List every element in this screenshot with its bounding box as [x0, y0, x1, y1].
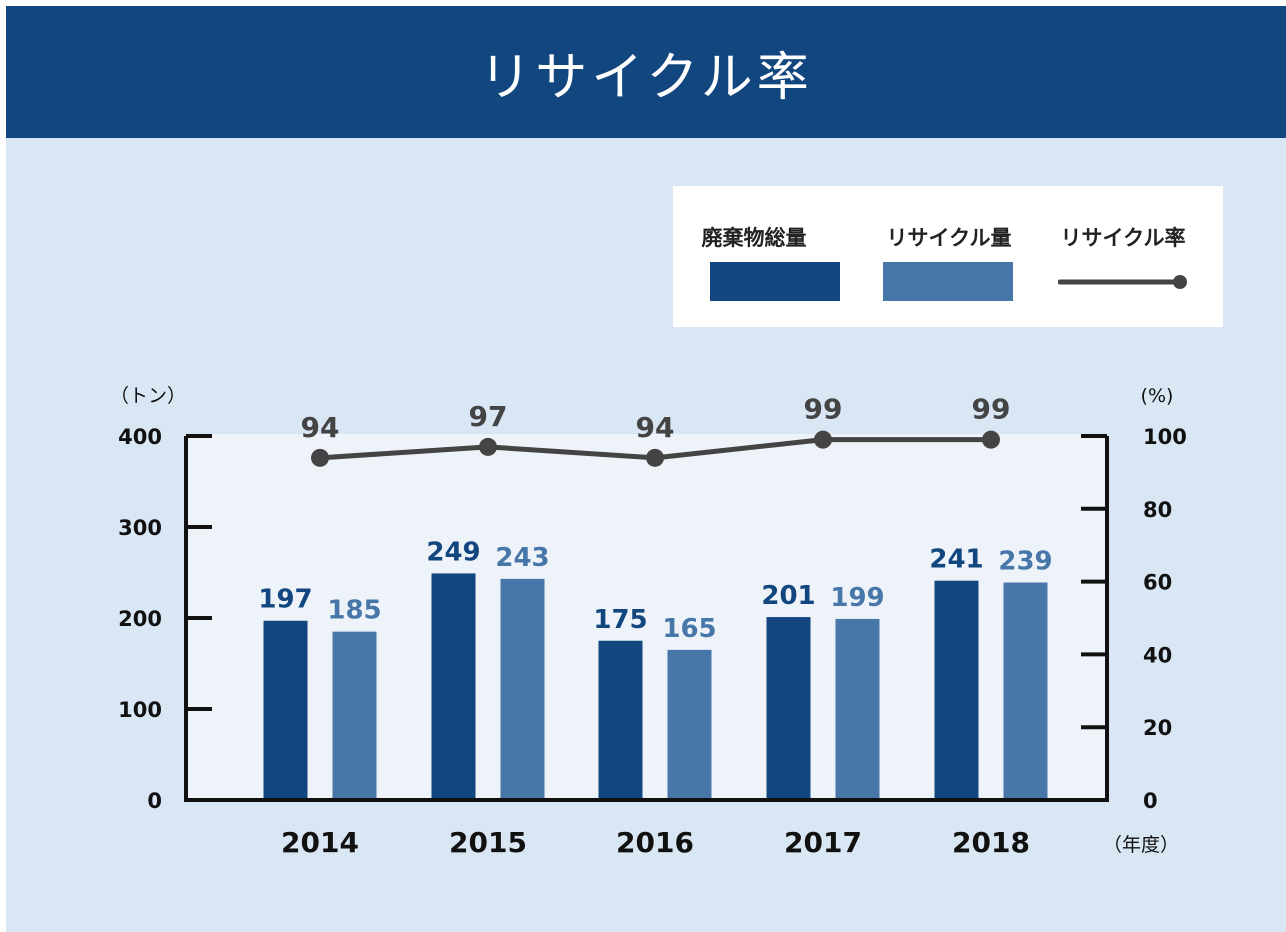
x-axis-tick-label: 2016: [616, 826, 694, 859]
data-label-recycle-amount: 199: [830, 583, 884, 613]
data-label-recycle-rate: 94: [301, 411, 340, 444]
point-recycle-rate: [814, 430, 832, 449]
point-recycle-rate: [311, 448, 329, 467]
left-axis-tick-label: 0: [147, 789, 162, 813]
x-axis-tick-label: 2015: [449, 826, 527, 859]
right-axis-tick-label: 80: [1143, 498, 1172, 522]
data-label-recycle-amount: 185: [327, 596, 381, 626]
right-axis-tick-label: 0: [1143, 789, 1158, 813]
bar-total-waste: [598, 640, 643, 800]
bar-recycle-amount: [835, 618, 880, 800]
point-recycle-rate: [646, 448, 664, 467]
x-axis-tick-label: 2014: [281, 826, 359, 859]
legend-label-recycle-rate: リサイクル率: [1060, 226, 1186, 250]
data-label-total-waste: 241: [929, 545, 983, 575]
left-axis-tick-label: 100: [118, 698, 162, 722]
right-axis-tick-label: 100: [1143, 425, 1187, 449]
x-axis-tick-label: 2018: [952, 826, 1030, 859]
data-label-recycle-rate: 99: [804, 393, 843, 426]
bar-recycle-amount: [1003, 582, 1048, 800]
data-label-recycle-rate: 97: [469, 400, 508, 433]
data-label-recycle-amount: 243: [495, 543, 549, 573]
right-axis-tick-label: 60: [1143, 571, 1172, 595]
x-axis-tick-label: 2017: [784, 826, 862, 859]
bar-total-waste: [431, 573, 476, 800]
left-axis-tick-label: 200: [118, 607, 162, 631]
data-label-total-waste: 197: [258, 585, 312, 615]
chart-legend: 廃棄物総量 リサイクル量 リサイクル率: [673, 186, 1223, 327]
point-recycle-rate: [479, 437, 497, 456]
right-axis-tick-label: 20: [1143, 716, 1172, 740]
left-axis-tick-label: 300: [118, 516, 162, 540]
legend-label-total-waste: 廃棄物総量: [701, 226, 807, 250]
legend-label-recycle-amount: リサイクル量: [886, 226, 1012, 250]
data-label-total-waste: 201: [761, 581, 815, 611]
data-label-total-waste: 249: [426, 537, 480, 567]
page-title: リサイクル率: [479, 47, 813, 108]
point-recycle-rate: [982, 430, 1000, 449]
data-label-recycle-rate: 99: [972, 393, 1011, 426]
legend-swatch-total-waste: [710, 262, 840, 301]
bar-total-waste: [766, 617, 811, 800]
legend-swatch-recycle-amount: [883, 262, 1013, 301]
legend-line-recycle-rate: [1058, 275, 1187, 289]
x-axis-unit: （年度）: [1103, 834, 1179, 856]
data-label-recycle-amount: 239: [998, 547, 1052, 577]
left-axis-tick-label: 400: [118, 425, 162, 449]
bar-recycle-amount: [500, 578, 545, 800]
bar-total-waste: [263, 620, 308, 800]
header-banner: リサイクル率: [6, 6, 1286, 138]
data-label-recycle-amount: 165: [662, 614, 716, 644]
right-axis-tick-label: 40: [1143, 643, 1172, 667]
bar-recycle-amount: [332, 631, 377, 800]
left-axis-unit: （トン）: [110, 385, 186, 407]
bar-recycle-amount: [667, 649, 712, 800]
data-label-recycle-rate: 94: [636, 411, 675, 444]
right-axis-unit: (%): [1141, 385, 1174, 407]
data-label-total-waste: 175: [593, 605, 647, 635]
bar-total-waste: [934, 580, 979, 800]
